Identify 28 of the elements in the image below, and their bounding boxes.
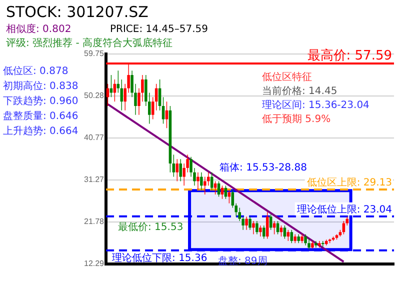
y-tick-label: 12.29	[84, 259, 105, 268]
annotation: 最低价: 15.53	[118, 222, 184, 234]
ref-line-label: 最高价: 57.59	[307, 48, 392, 64]
ref-line-label: 理论低位上限: 23.04	[296, 203, 392, 216]
annotation: 低位区特征	[262, 72, 312, 84]
y-tick-label: 21.78	[84, 217, 105, 226]
ref-line-label: 理论低位下限: 15.36	[112, 252, 208, 264]
annotation: 低于预期 5.9%	[262, 114, 331, 126]
chart-title: STOCK: 301207.SZ	[6, 3, 148, 21]
y-tick-label: 59.75	[84, 49, 105, 58]
text: 评级: 强烈推荐 - 高度符合大弧底特征	[6, 38, 173, 50]
text: 低位区: 0.878	[3, 66, 68, 78]
candlestick	[252, 221, 255, 234]
candlestick	[196, 172, 200, 190]
text: PRICE: 14.45–57.59	[110, 24, 208, 36]
ref-line-label: 低位区上限: 29.13	[306, 176, 392, 188]
y-tick-label: 50.28	[84, 91, 105, 100]
text: 相似度: 0.802	[6, 24, 72, 36]
text: 初期高位: 0.838	[3, 81, 78, 93]
band-label: 箱体: 15.53-28.88	[220, 162, 307, 174]
candlestick	[204, 176, 206, 194]
annotation: 当前价格: 14.45	[262, 86, 338, 98]
text: 上升趋势: 0.664	[3, 126, 78, 138]
text: 下跌趋势: 0.960	[3, 96, 78, 108]
y-tick-label: 31.27	[84, 175, 105, 184]
annotation: 理论区间: 15.36-23.04	[262, 100, 370, 112]
text: 盘整质量: 0.646	[3, 111, 78, 123]
y-tick-label: 40.77	[84, 133, 105, 142]
